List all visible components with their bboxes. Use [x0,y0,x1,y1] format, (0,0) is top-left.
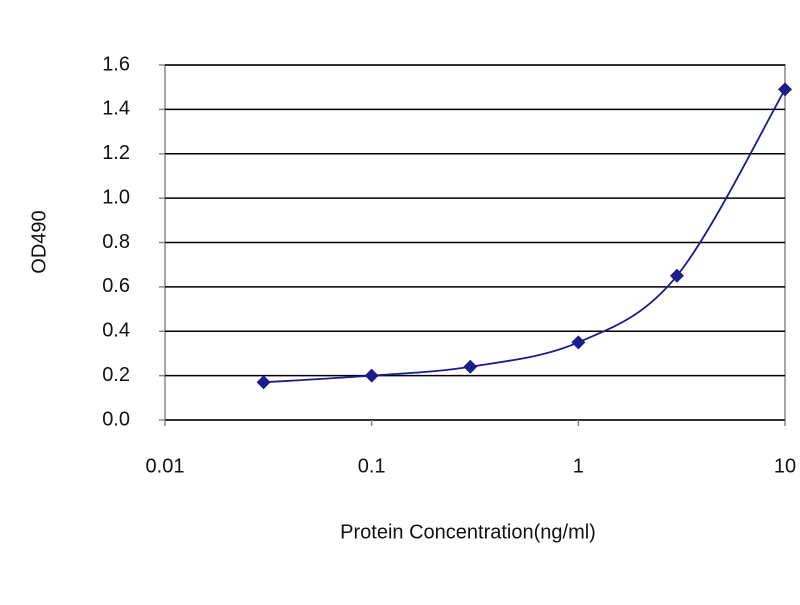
x-tick-label: 0.1 [358,455,386,477]
point [463,359,478,374]
y-tick-label: 1.4 [102,98,130,120]
y-tick-label: 0.8 [102,231,130,253]
x-tick-label: 1 [573,455,584,477]
y-tick-label: 0.0 [102,408,130,430]
point [778,82,792,97]
point [256,375,271,390]
y-tick-label: 0.2 [102,364,130,386]
point [364,368,379,383]
y-tick-label: 0.6 [102,275,130,297]
y-tick-label: 0.4 [102,320,130,342]
y-tick-label: 1.2 [102,142,130,164]
x-tick-label: 0.01 [146,455,185,477]
x-tick-label: 10 [774,455,796,477]
point [669,268,684,283]
curve [263,88,786,384]
y-axis-title: OD490 [28,210,50,273]
x-axis-title: Protein Concentration(ng/ml) [340,521,596,543]
point [571,335,586,350]
y-tick-label: 1.0 [102,186,130,208]
y-tick-label: 1.6 [102,53,130,75]
